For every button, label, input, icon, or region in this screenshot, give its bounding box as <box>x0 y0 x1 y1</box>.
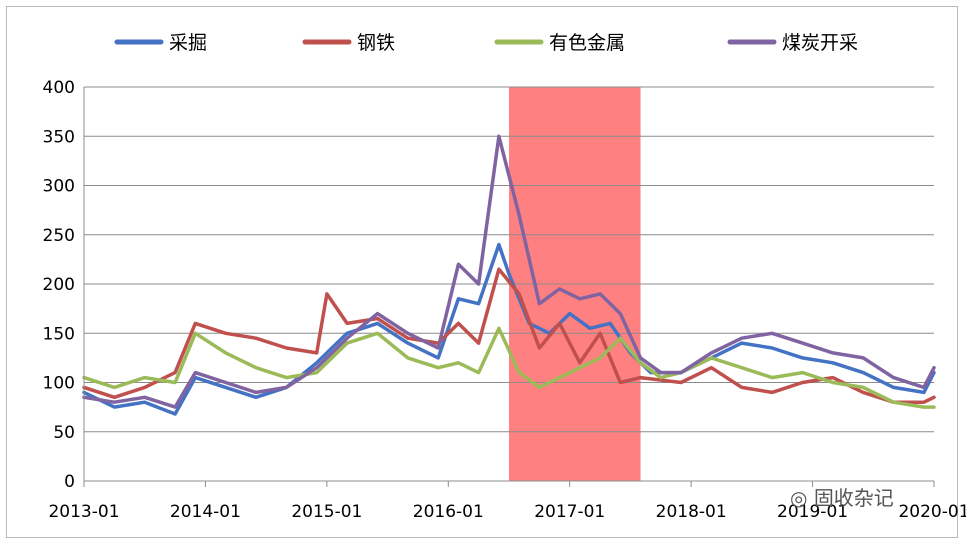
y-tick-label: 350 <box>43 127 75 147</box>
x-tick-label: 2017-01 <box>534 502 605 522</box>
y-tick-label: 50 <box>53 423 75 443</box>
watermark: ◎ 固收杂记 <box>790 486 894 510</box>
y-tick-label: 400 <box>43 78 75 98</box>
x-tick-label: 2019-01 <box>777 502 848 522</box>
x-tick-label: 2015-01 <box>291 502 362 522</box>
y-tick-label: 250 <box>43 226 75 246</box>
legend-label: 有色金属 <box>549 32 625 54</box>
y-tick-label: 200 <box>43 275 75 295</box>
legend-label: 钢铁 <box>357 32 395 54</box>
y-tick-label: 100 <box>43 374 75 394</box>
x-tick-label: 2013-01 <box>48 502 119 522</box>
y-tick-label: 0 <box>64 472 75 492</box>
y-tick-label: 300 <box>43 177 75 197</box>
x-tick-label: 2014-01 <box>170 502 241 522</box>
y-tick-label: 150 <box>43 324 75 344</box>
series-line <box>82 267 936 404</box>
x-tick-label: 2018-01 <box>656 502 727 522</box>
legend-label: 采掘 <box>169 32 207 54</box>
x-tick-label: 2016-01 <box>413 502 484 522</box>
wechat-icon: ◎ <box>790 486 814 510</box>
series-line <box>82 134 936 409</box>
legend-label: 煤炭开采 <box>782 32 858 54</box>
x-tick-label: 2020-01 <box>898 502 966 522</box>
series-line <box>82 326 936 409</box>
